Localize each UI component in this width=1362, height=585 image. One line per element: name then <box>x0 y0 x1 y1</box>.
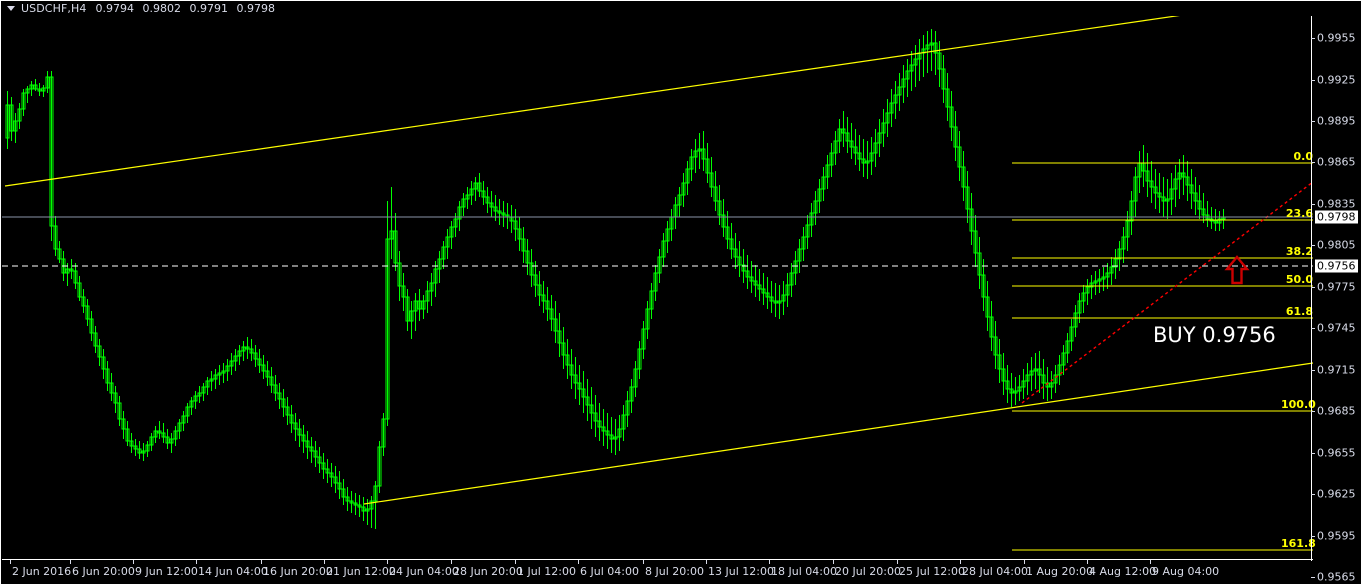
time-tick <box>1087 560 1088 564</box>
chart-canvas <box>2 16 1313 551</box>
time-label: 1 Aug 20:00 <box>1026 565 1094 578</box>
chevron-down-icon[interactable] <box>7 6 15 11</box>
time-axis-line <box>2 559 1313 560</box>
time-tick <box>1150 560 1151 564</box>
price-label: 0.9655 <box>1317 446 1356 460</box>
time-label: 25 Jul 12:00 <box>899 565 965 578</box>
price-label: 0.9895 <box>1317 114 1356 128</box>
time-tick <box>70 560 71 564</box>
price-tick <box>1311 38 1315 39</box>
time-label: 20 Jul 20:00 <box>835 565 901 578</box>
candle-series <box>5 29 1226 529</box>
time-axis[interactable]: 2 Jun 2016 6 Jun 20:00 9 Jun 12:00 14 Jun 0… <box>1 559 1361 584</box>
time-label: 8 Jul 20:00 <box>645 565 704 578</box>
fib-level-38-2: 38.2 <box>1285 245 1313 258</box>
price-axis[interactable]: 0.9955 0.9925 0.9895 0.9865 0.9835 0.9805 0.97… <box>1311 16 1361 583</box>
time-tick <box>196 560 197 564</box>
time-tick <box>387 560 388 564</box>
price-level-lines <box>2 216 1313 267</box>
price-label: 0.9835 <box>1317 197 1356 211</box>
fib-level-61-8: 61.8 <box>1285 305 1313 318</box>
chart-plot-area[interactable] <box>2 16 1313 561</box>
time-label: 9 Aug 04:00 <box>1152 565 1220 578</box>
time-label: 21 Jun 12:00 <box>326 565 396 578</box>
time-tick <box>960 560 961 564</box>
price-tick <box>1311 411 1315 412</box>
time-tick <box>324 560 325 564</box>
price-label: 0.9805 <box>1317 238 1356 252</box>
time-label: 4 Aug 12:00 <box>1089 565 1157 578</box>
time-tick <box>897 560 898 564</box>
time-label: 1 Jul 12:00 <box>517 565 576 578</box>
ohlc-open: 0.9794 <box>95 2 134 15</box>
price-tick <box>1311 453 1315 454</box>
fib-level-100-0: 100.0 <box>1281 398 1316 411</box>
price-label: 0.9715 <box>1317 363 1356 377</box>
symbol-timeframe-label: USDCHF,H4 <box>21 2 87 15</box>
time-label: 6 Jul 04:00 <box>580 565 639 578</box>
buy-annotation-label: BUY 0.9756 <box>1153 323 1276 347</box>
time-label: 28 Jun 20:00 <box>453 565 523 578</box>
ohlc-low: 0.9791 <box>189 2 228 15</box>
time-tick <box>643 560 644 564</box>
trendline-support <box>1021 181 1313 404</box>
price-tick <box>1311 577 1315 578</box>
price-label: 0.9595 <box>1317 529 1356 543</box>
price-tick <box>1311 245 1315 246</box>
fib-level-23-6: 23.6 <box>1285 207 1313 220</box>
time-label: 13 Jul 12:00 <box>708 565 774 578</box>
price-tick <box>1311 536 1315 537</box>
ohlc-high: 0.9802 <box>142 2 181 15</box>
time-label: 28 Jul 04:00 <box>962 565 1028 578</box>
ohlc-close: 0.9798 <box>236 2 275 15</box>
price-tick <box>1311 287 1315 288</box>
time-tick <box>769 560 770 564</box>
time-label: 2 Jun 2016 <box>12 565 72 578</box>
price-label: 0.9565 <box>1317 570 1356 584</box>
time-tick <box>261 560 262 564</box>
time-tick <box>515 560 516 564</box>
time-label: 24 Jun 04:00 <box>389 565 459 578</box>
time-label: 18 Jul 04:00 <box>771 565 837 578</box>
time-tick <box>133 560 134 564</box>
fib-level-50-0: 50.0 <box>1285 273 1313 286</box>
price-tick <box>1311 370 1315 371</box>
price-label-highlight-bid: 0.9798 <box>1315 210 1358 224</box>
time-tick <box>578 560 579 564</box>
fibonacci-lines <box>1012 162 1313 551</box>
time-tick <box>706 560 707 564</box>
time-label: 14 Jun 04:00 <box>198 565 268 578</box>
price-label: 0.9865 <box>1317 155 1356 169</box>
price-tick <box>1311 80 1315 81</box>
time-label: 6 Jun 20:00 <box>72 565 135 578</box>
price-label: 0.9685 <box>1317 404 1356 418</box>
price-label: 0.9625 <box>1317 487 1356 501</box>
time-tick <box>10 560 11 564</box>
price-tick <box>1311 204 1315 205</box>
up-arrow-icon <box>1224 255 1250 285</box>
price-label-highlight-level: 0.9756 <box>1315 259 1358 273</box>
time-tick <box>833 560 834 564</box>
price-label: 0.9745 <box>1317 321 1356 335</box>
ohlc-readout: 0.9794 0.9802 0.9791 0.9798 <box>95 2 280 15</box>
price-tick <box>1311 162 1315 163</box>
price-label: 0.9925 <box>1317 73 1356 87</box>
price-tick <box>1311 121 1315 122</box>
chart-header: USDCHF,H4 0.9794 0.9802 0.9791 0.9798 <box>1 1 1361 16</box>
time-tick <box>1024 560 1025 564</box>
time-label: 9 Jun 12:00 <box>135 565 198 578</box>
price-tick <box>1311 328 1315 329</box>
fib-level-0-0: 0.0 <box>1293 150 1314 163</box>
price-tick <box>1311 494 1315 495</box>
channel-lines <box>4 16 1313 505</box>
price-label: 0.9775 <box>1317 280 1356 294</box>
price-axis-line <box>1311 16 1312 561</box>
time-tick <box>451 560 452 564</box>
price-label: 0.9955 <box>1317 31 1356 45</box>
fib-level-161-8: 161.8 <box>1281 537 1316 550</box>
time-label: 16 Jun 20:00 <box>263 565 333 578</box>
